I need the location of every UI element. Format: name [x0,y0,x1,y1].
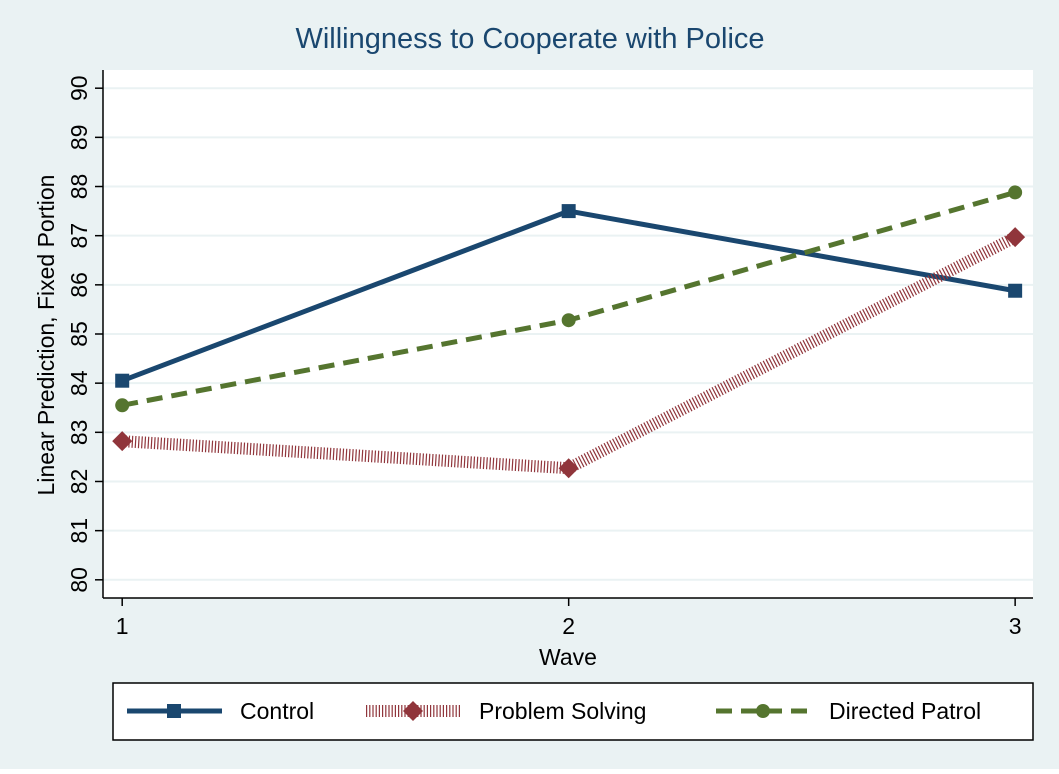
legend-label: Control [240,698,314,724]
y-tick-label: 85 [66,321,92,347]
legend-label: Directed Patrol [829,698,981,724]
marker [1008,185,1023,200]
x-axis-title: Wave [539,644,597,670]
x-tick-label: 3 [1009,613,1022,639]
y-tick-label: 83 [66,420,92,446]
legend-label: Problem Solving [479,698,646,724]
marker [403,701,423,721]
marker [1005,227,1026,248]
y-tick-label: 82 [66,469,92,495]
y-tick-label: 88 [66,174,92,200]
marker [561,204,576,219]
y-axis-title: Linear Prediction, Fixed Portion [33,175,59,496]
y-tick-label: 80 [66,567,92,593]
y-tick-label: 87 [66,223,92,249]
x-tick-label: 1 [116,613,129,639]
marker [115,398,130,413]
y-tick-label: 81 [66,518,92,544]
marker [561,313,576,328]
y-tick-label: 89 [66,125,92,151]
marker [558,458,579,479]
x-tick-label: 2 [562,613,575,639]
marker [167,704,181,718]
chart-title: Willingness to Cooperate with Police [295,23,764,55]
legend-box [112,682,1034,741]
marker [112,431,133,452]
marker [1008,283,1023,298]
marker [756,704,770,718]
y-tick-label: 84 [66,370,92,396]
y-tick-label: 90 [66,75,92,101]
marker [115,373,130,388]
y-tick-label: 86 [66,272,92,298]
